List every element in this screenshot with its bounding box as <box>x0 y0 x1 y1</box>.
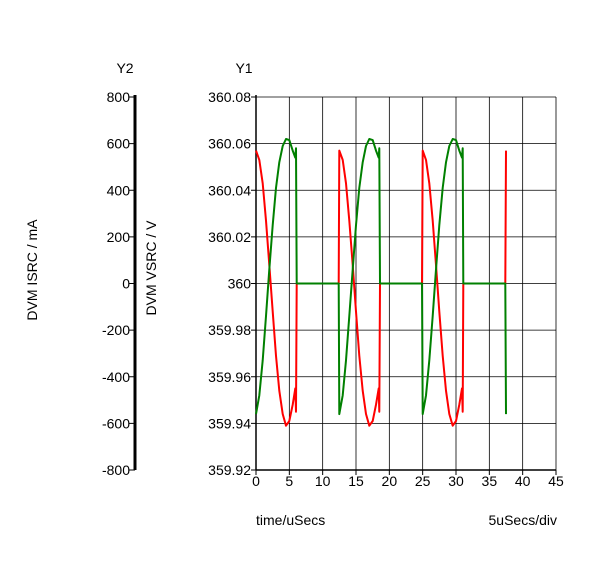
y1-tick-label: 360.02 <box>208 229 251 245</box>
y1-tick-label: 360 <box>228 276 252 292</box>
x-tick-label: 20 <box>382 473 398 489</box>
x-axis-title: time/uSecs <box>256 512 325 528</box>
x-tick-label: 15 <box>348 473 364 489</box>
y1-tick-label: 360.06 <box>208 136 251 152</box>
x-tick-label: 25 <box>415 473 431 489</box>
y2-tick-label: 0 <box>122 276 130 292</box>
y1-tick-label: 360.04 <box>208 182 251 198</box>
y2-tick-label: 600 <box>107 136 131 152</box>
y2-tick-label: -600 <box>102 415 130 431</box>
x-tick-label: 5 <box>285 473 293 489</box>
y1-axis-title: DVM VSRC / V <box>143 220 159 316</box>
x-scale-note: 5uSecs/div <box>489 512 557 528</box>
x-tick-label: 0 <box>252 473 260 489</box>
y2-tick-label: -400 <box>102 369 130 385</box>
y2-tick-label: -200 <box>102 322 130 338</box>
y1-tick-label: 360.08 <box>208 89 251 105</box>
y2-tick-label: 200 <box>107 229 131 245</box>
y1-tick-label: 359.94 <box>208 415 251 431</box>
y2-tick-label: -800 <box>102 462 130 478</box>
x-tick-label: 10 <box>315 473 331 489</box>
x-tick-label: 45 <box>548 473 564 489</box>
grid <box>129 96 557 475</box>
y2-tick-label: 800 <box>107 89 131 105</box>
axes <box>133 95 556 471</box>
y1-axis-header: Y1 <box>235 60 252 76</box>
x-tick-label: 30 <box>448 473 464 489</box>
y1-tick-label: 359.98 <box>208 322 251 338</box>
series-line-y2-current <box>255 138 507 416</box>
y2-axis-header: Y2 <box>116 60 133 76</box>
tick-labels: 0 5 10 15 20 25 30 35 40 45 359.92 359.94 359.96 359.… <box>102 89 564 489</box>
x-tick-label: 35 <box>482 473 498 489</box>
series-layer <box>255 138 507 427</box>
y2-tick-label: 400 <box>107 182 131 198</box>
series-line-y1-voltage <box>255 149 507 427</box>
y1-tick-label: 359.92 <box>208 462 251 478</box>
x-tick-label: 40 <box>515 473 531 489</box>
y2-axis-title: DVM ISRC / mA <box>24 219 40 321</box>
y1-tick-label: 359.96 <box>208 369 251 385</box>
